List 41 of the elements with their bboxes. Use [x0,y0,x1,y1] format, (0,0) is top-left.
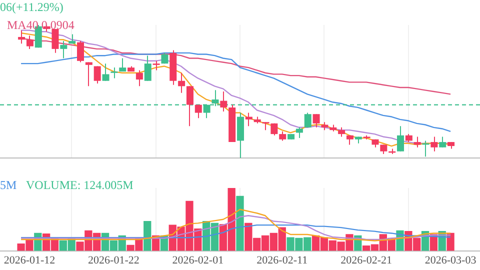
x-tick-label: 2026-01-12 [4,254,56,266]
candlestick [102,63,110,82]
candlestick [397,126,404,152]
bar [144,220,152,251]
candlestick [338,126,346,138]
candlestick [279,130,286,142]
x-tick-label: 2026-02-01 [172,254,224,266]
annotation: VOLUME: 124.005M [26,178,134,193]
candlestick [296,126,303,139]
candlestick [439,136,446,148]
candlestick [414,136,421,148]
bar [446,232,454,251]
candlestick [144,55,152,82]
candlestick [178,72,186,94]
candlestick [94,66,101,84]
candlestick [152,60,160,71]
candlestick [186,86,194,127]
candlestick [52,28,59,54]
candlestick [304,112,312,128]
candlestick [380,144,388,155]
candlestick [85,62,92,87]
candlestick [60,40,68,59]
candlestick [110,67,118,79]
bar [236,196,244,251]
x-tick-label: 2026-03-03 [424,254,477,266]
candlestick [312,114,320,128]
candlestick [136,70,143,87]
x-tick-label: 2026-02-11 [256,254,308,266]
candlestick [194,104,202,119]
candlestick [245,112,252,127]
text: 06(+11.29%) [0,0,64,15]
candlestick [220,91,228,112]
x-tick-label: 2026-01-22 [88,254,140,266]
annotation: 5M [0,178,17,193]
candlestick [119,58,126,72]
candlestick [77,40,84,63]
x-tick-label: 2026-02-21 [340,254,392,266]
candlestick [18,30,26,44]
candlestick [26,35,34,50]
candlestick [430,136,438,152]
annotation: MA40 0.0904 [7,18,74,33]
